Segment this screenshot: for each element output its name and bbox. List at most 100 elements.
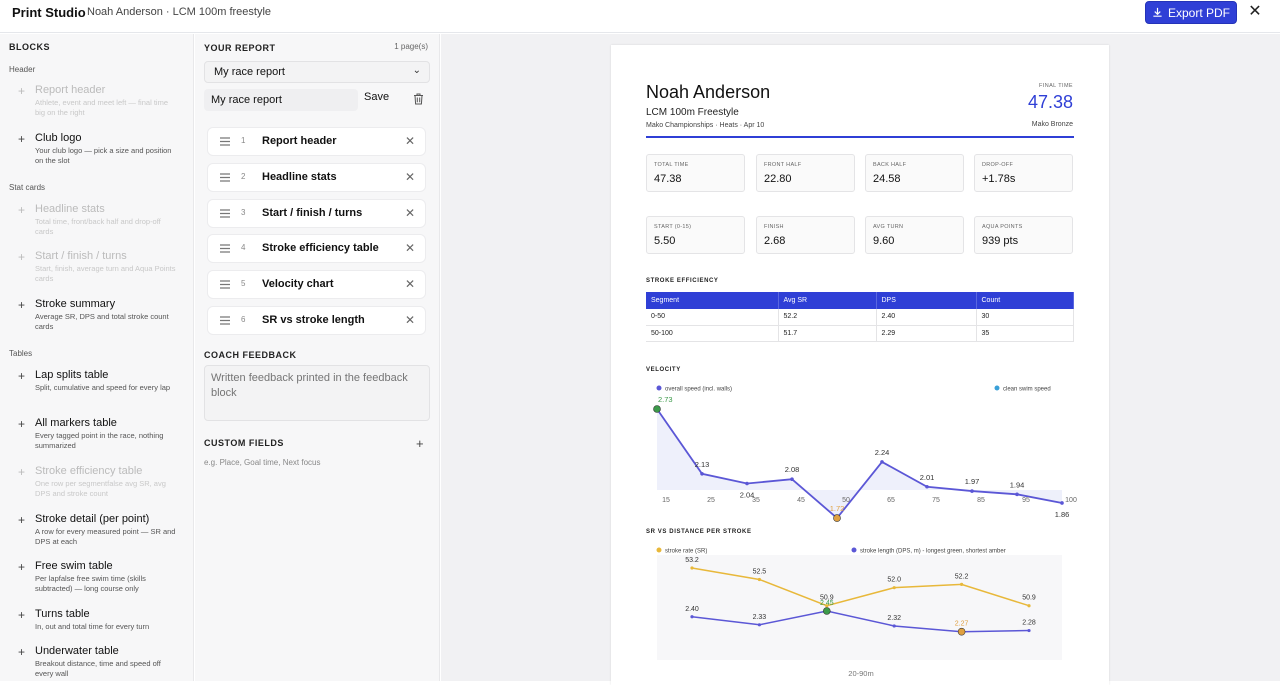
stat-card: AVG TURN 9.60 — [865, 216, 964, 254]
velocity-area — [657, 409, 1062, 519]
table-cell: 2.29 — [876, 325, 977, 342]
drag-handle-icon[interactable] — [220, 280, 230, 289]
block-title: Stroke detail (per point) — [35, 513, 150, 525]
medal-standard: Mako Bronze — [1031, 121, 1073, 128]
velocity-point — [653, 405, 661, 413]
block-turns-table[interactable]: + Turns table In, out and total time for… — [18, 608, 188, 638]
table-row: 0-50 52.2 2.40 30 — [646, 309, 1074, 326]
velocity-data-label: 2.73 — [658, 395, 673, 404]
report-row[interactable]: 1 Report header ✕ — [207, 127, 426, 156]
block-stroke-efficiency[interactable]: + Stroke efficiency table One row per se… — [18, 465, 188, 501]
add-field-icon[interactable]: + — [416, 436, 424, 451]
dps-point — [757, 623, 761, 627]
velocity-data-label: 1.94 — [1010, 480, 1025, 489]
block-desc: In, out and total time for every turn — [35, 622, 150, 631]
report-row[interactable]: 3 Start / finish / turns ✕ — [207, 199, 426, 228]
stat-label: BACK HALF — [873, 162, 907, 168]
remove-icon[interactable]: ✕ — [404, 134, 415, 148]
event-name: LCM 100m Freestyle — [646, 107, 739, 118]
drag-handle-icon[interactable] — [220, 316, 230, 325]
stat-value: 22.80 — [764, 173, 792, 185]
sr-data-label: 53.2 — [685, 557, 699, 564]
block-headline-stats[interactable]: + Headline stats Total time, front/back … — [18, 203, 188, 239]
block-lap-splits[interactable]: + Lap splits table Split, cumulative and… — [18, 369, 188, 405]
legend-swatch — [656, 547, 662, 553]
table-cell: 35 — [976, 325, 1074, 342]
velocity-data-label: 1.86 — [1055, 510, 1070, 519]
save-button[interactable]: Save — [364, 91, 390, 103]
coach-feedback-heading: COACH FEEDBACK — [204, 350, 297, 360]
velocity-data-label: 2.01 — [920, 473, 935, 482]
report-row[interactable]: 2 Headline stats ✕ — [207, 163, 426, 192]
x-tick-label: 100 — [1065, 497, 1077, 504]
remove-icon[interactable]: ✕ — [404, 241, 415, 255]
stroke-efficiency-table: Segment Avg SR DPS Count 0-50 52.2 2.40 30 … — [646, 292, 1074, 342]
legend-swatch — [851, 547, 857, 553]
remove-icon[interactable]: ✕ — [404, 206, 415, 220]
drag-handle-icon[interactable] — [220, 209, 230, 218]
x-tick-label: 75 — [932, 497, 940, 504]
plus-icon: + — [18, 417, 26, 431]
velocity-heading: VELOCITY — [646, 367, 681, 373]
report-select[interactable]: My race report ⌄ — [204, 61, 430, 83]
block-desc: Per lapfalse free swim time (skills subt… — [35, 574, 146, 593]
header-rule — [646, 136, 1074, 138]
block-all-markers[interactable]: + All markers table Every tagged point i… — [18, 417, 188, 453]
plus-icon: + — [18, 298, 26, 312]
stat-label: AQUA POINTS — [982, 224, 1023, 230]
drag-handle-icon[interactable] — [220, 244, 230, 253]
drag-handle-icon[interactable] — [220, 173, 230, 182]
remove-icon[interactable]: ✕ — [404, 313, 415, 327]
table-cell: 0-50 — [646, 309, 779, 326]
legend-label: stroke length (DPS, m) - longest green, … — [860, 549, 1006, 555]
legend-label: clean swim speed — [1003, 387, 1051, 393]
block-free-swim[interactable]: + Free swim table Per lapfalse free swim… — [18, 560, 188, 596]
report-select-value: My race report — [214, 66, 285, 78]
row-number: 4 — [241, 243, 246, 252]
meet-info: Mako Championships · Heats · Apr 10 — [646, 122, 765, 129]
block-club-logo[interactable]: + Club logo Your club logo — pick a size… — [18, 132, 188, 168]
trash-icon[interactable] — [413, 93, 424, 105]
report-row[interactable]: 4 Stroke efficiency table ✕ — [207, 234, 426, 263]
block-underwater-table[interactable]: + Underwater table Breakout distance, ti… — [18, 645, 188, 681]
x-tick-label: 45 — [797, 497, 805, 504]
plus-icon: + — [18, 645, 26, 659]
drag-handle-icon[interactable] — [220, 137, 230, 146]
row-number: 5 — [241, 279, 246, 288]
dps-point — [892, 624, 896, 628]
block-stroke-summary[interactable]: + Stroke summary Average SR, DPS and tot… — [18, 298, 188, 334]
dps-point — [1027, 628, 1031, 633]
sr-data-label: 52.2 — [955, 573, 969, 580]
report-name-input[interactable] — [204, 89, 358, 111]
export-pdf-label: Export PDF — [1167, 5, 1230, 20]
remove-icon[interactable]: ✕ — [404, 277, 415, 291]
legend-label: stroke rate (SR) — [665, 549, 707, 555]
stroke-efficiency-heading: STROKE EFFICIENCY — [646, 278, 719, 284]
report-row[interactable]: 6 SR vs stroke length ✕ — [207, 306, 426, 335]
stat-label: START (0-15) — [654, 224, 692, 230]
block-start-finish-turns[interactable]: + Start / finish / turns Start, finish, … — [18, 250, 188, 286]
chevron-down-icon: ⌄ — [412, 65, 421, 76]
report-page: Noah Anderson LCM 100m Freestyle Mako Ch… — [611, 45, 1109, 685]
legend-label: overall speed (incl. walls) — [665, 387, 732, 393]
export-pdf-button[interactable]: Export PDF — [1145, 1, 1237, 24]
block-report-header[interactable]: + Report header Athlete, event and meet … — [18, 84, 188, 120]
sr-point — [825, 604, 829, 608]
remove-icon[interactable]: ✕ — [404, 170, 415, 184]
sr-point — [1027, 604, 1031, 608]
report-row[interactable]: 5 Velocity chart ✕ — [207, 270, 426, 299]
x-tick-label: 15 — [662, 497, 670, 504]
page-count: 1 page(s) — [394, 42, 428, 51]
column-header: Avg SR — [778, 292, 877, 309]
block-title: All markers table — [35, 417, 117, 429]
coach-feedback-input[interactable] — [204, 365, 430, 421]
velocity-point — [833, 514, 841, 522]
table-cell: 2.40 — [876, 309, 977, 326]
block-title: Stroke summary — [35, 298, 116, 310]
block-desc: Total time, front/back half and drop-off… — [35, 217, 161, 236]
close-icon[interactable]: ✕ — [1248, 3, 1262, 20]
block-stroke-detail[interactable]: + Stroke detail (per point) A row for ev… — [18, 513, 188, 549]
plus-icon: + — [18, 203, 26, 217]
plus-icon: + — [18, 369, 26, 383]
row-number: 6 — [241, 315, 246, 324]
